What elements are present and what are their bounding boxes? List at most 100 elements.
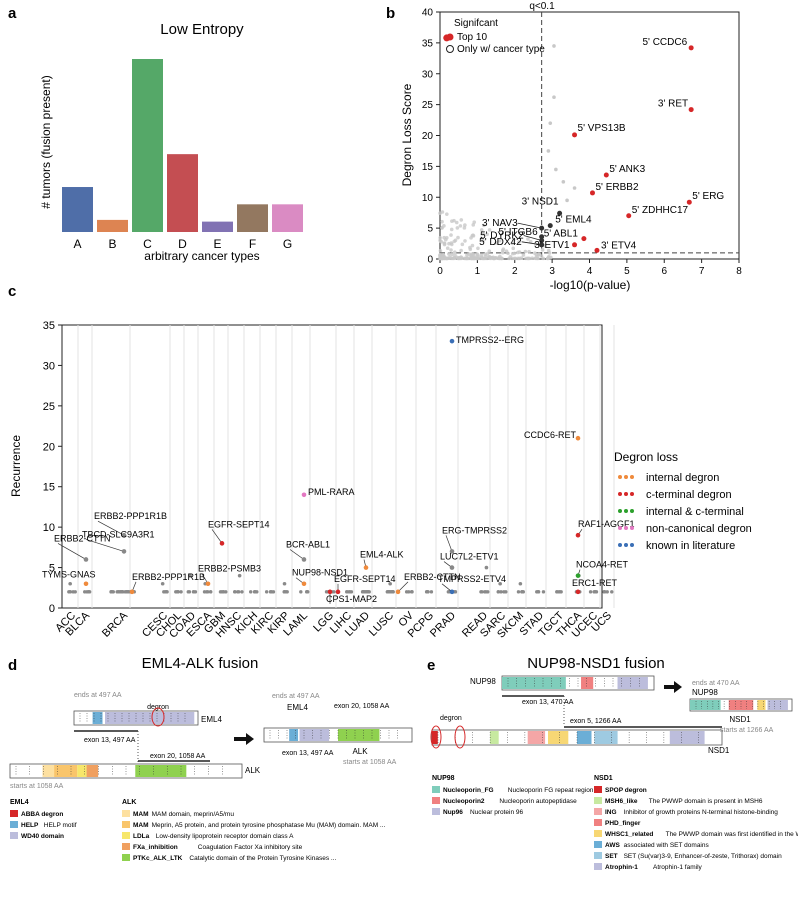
panel-b-background-point bbox=[452, 239, 457, 244]
panel-d-ends-at: ends at 497 AA bbox=[74, 692, 122, 699]
panel-d-legend-eml4-title: EML4 bbox=[10, 799, 29, 806]
panel-c-point-label: RAF1-AGGF1 bbox=[578, 519, 635, 529]
panel-b-background-point bbox=[438, 235, 442, 240]
panel-c-plot-frame bbox=[61, 324, 603, 609]
panel-c-point-label: ERG-TMPRSS2 bbox=[442, 525, 507, 535]
panel-c-y-tick-label: 10 bbox=[43, 522, 55, 534]
panel-e-legend-nsd1-swatch bbox=[594, 830, 602, 837]
panel-e-degron-label: degron bbox=[440, 715, 462, 722]
panel-d-exon-alk: exon 20, 1058 AA bbox=[150, 753, 206, 760]
panel-e-legend-nsd1-item-name: WHSC1_related bbox=[605, 831, 653, 838]
panel-e-legend-nup98-swatch bbox=[432, 786, 440, 793]
panel-b-x-tick-label: 0 bbox=[437, 266, 443, 277]
panel-a-x-label: arbitrary cancer types bbox=[144, 249, 259, 263]
panel-c-point bbox=[482, 590, 487, 594]
panel-b-y-tick-label: 40 bbox=[422, 8, 434, 19]
panel-b-background-point bbox=[449, 233, 453, 237]
panel-b-y-tick-label: 30 bbox=[422, 69, 434, 80]
panel-c-label-leader bbox=[397, 581, 409, 593]
panel-b-point-label: 5' ERG bbox=[692, 191, 724, 202]
panel-b-label-leader bbox=[517, 222, 542, 229]
panel-e-nsd1-label: NSD1 bbox=[708, 746, 730, 755]
panel-d-legend-alk-item-desc: MAM domain, meprin/A5/mu bbox=[152, 811, 235, 818]
panel-b-label-leader bbox=[523, 235, 542, 241]
panel-e-degron-circle-1 bbox=[430, 725, 442, 749]
panel-b-point bbox=[443, 34, 451, 42]
panel-c-point bbox=[83, 581, 89, 587]
panel-c-point bbox=[404, 590, 409, 594]
panel-c-point bbox=[186, 590, 190, 594]
panel-b-point bbox=[539, 242, 545, 248]
panel-e-legend-nup98-item-desc: Nucleoporin FG repeat region bbox=[508, 787, 594, 794]
panel-e-legend-nsd1-swatch bbox=[594, 863, 602, 870]
panel-e-legend-nsd1-item-desc: associated with SET domains bbox=[624, 842, 710, 849]
panel-e-legend-nsd1-swatch bbox=[594, 797, 602, 804]
panel-d-legend-alk-swatch bbox=[122, 810, 130, 817]
panel-c-point bbox=[237, 573, 242, 578]
panel-e-legend-nsd1-item-desc: SET (Su(var)3-9, Enhancer-of-zeste, Trit… bbox=[624, 853, 782, 860]
panel-d-legend-eml4-swatch bbox=[10, 821, 18, 828]
panel-b-point bbox=[539, 225, 545, 231]
panel-b-background-point bbox=[462, 256, 467, 261]
panel-c-legend-marker bbox=[630, 526, 634, 530]
panel-e-arrow bbox=[664, 681, 682, 693]
panel-b-background-point bbox=[497, 256, 502, 261]
panel-b-legend-title: Signifcant bbox=[454, 18, 498, 29]
panel-b-background-point bbox=[465, 253, 469, 257]
panel-b-background-point bbox=[449, 248, 453, 252]
panel-c-point bbox=[248, 590, 253, 594]
panel-e-legend-nsd1-item-name: ING bbox=[605, 809, 617, 816]
panel-b-background-point bbox=[517, 240, 521, 244]
panel-b-background-point bbox=[521, 253, 526, 257]
panel-c-point bbox=[496, 590, 501, 594]
panel-b-point-label: 3' NSD1 bbox=[522, 196, 559, 207]
panel-c-point-label: CPS1-MAP2 bbox=[326, 594, 377, 604]
panel-c-point-label: ERBB2-CTTN bbox=[404, 572, 461, 582]
panel-c-point bbox=[208, 590, 213, 594]
panel-b-y-tick-label: 25 bbox=[422, 100, 434, 111]
panel-a-x-tick-label: A bbox=[73, 237, 81, 251]
panel-b-point-label: 5' ERBB2 bbox=[595, 182, 638, 193]
panel-c-legend-title: Degron loss bbox=[614, 450, 678, 464]
panel-b-point-label: 5' ANK3 bbox=[609, 164, 645, 175]
panel-b-background-point bbox=[548, 121, 553, 125]
panel-b-background-point bbox=[445, 246, 450, 250]
panel-b-background-point bbox=[541, 256, 546, 261]
panel-b-background-point bbox=[459, 248, 463, 253]
panel-c-x-tick-label: PRAD bbox=[428, 610, 458, 640]
panel-b-background-point bbox=[485, 251, 490, 256]
panel-a-x-tick-label: F bbox=[249, 237, 256, 251]
panel-d-legend-alk-swatch bbox=[122, 821, 130, 828]
panel-e-legend-nsd1-swatch bbox=[594, 852, 602, 859]
panel-b-background-point bbox=[487, 228, 492, 232]
panel-e-degron-circle-2 bbox=[454, 725, 466, 749]
panel-b-background-point bbox=[469, 252, 474, 257]
panel-b-background-point bbox=[523, 249, 528, 254]
panel-a-bar bbox=[167, 154, 198, 232]
panel-a-x-tick-label: C bbox=[143, 237, 152, 251]
panel-d-fused-protein-domain bbox=[338, 729, 380, 741]
panel-b-point bbox=[547, 223, 553, 229]
panel-c-point bbox=[118, 590, 123, 594]
panel-b-x-tick-label: 8 bbox=[736, 266, 742, 277]
panel-e-nsd1-protein-domain bbox=[490, 731, 499, 744]
panel-b-point bbox=[589, 190, 595, 196]
panel-c-point-label: ERC1-RET bbox=[572, 578, 618, 588]
panel-e-legend-nup98-item-name: Nucleoporin2 bbox=[443, 798, 485, 805]
panel-b-point-label: 5' ZDHHC17 bbox=[632, 205, 689, 216]
panel-c-label-leader bbox=[57, 543, 87, 560]
panel-d-fused-exon-alk: exon 20, 1058 AA bbox=[334, 703, 390, 710]
panel-c-point bbox=[68, 581, 72, 586]
panel-a-bar bbox=[237, 204, 268, 232]
panel-b-background-point bbox=[450, 219, 454, 223]
panel-c-point bbox=[264, 590, 269, 594]
panel-d-alk-protein-domain bbox=[54, 765, 78, 777]
panel-b-background-point bbox=[463, 223, 467, 227]
panel-c-point-label: BCR-ABL1 bbox=[286, 539, 330, 549]
panel-c-point-label: TYMS-GNAS bbox=[42, 570, 96, 580]
panel-c-point bbox=[479, 590, 483, 594]
panel-c-point bbox=[73, 590, 77, 594]
panel-d-legend-alk-item-name: FXa_inhibition bbox=[133, 844, 178, 851]
panel-c-point bbox=[221, 590, 226, 594]
panel-b-background-point bbox=[479, 253, 484, 258]
